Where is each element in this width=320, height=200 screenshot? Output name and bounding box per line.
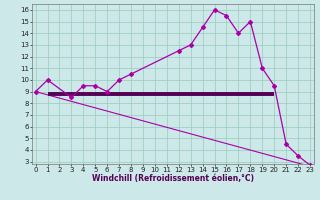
X-axis label: Windchill (Refroidissement éolien,°C): Windchill (Refroidissement éolien,°C) bbox=[92, 174, 254, 183]
